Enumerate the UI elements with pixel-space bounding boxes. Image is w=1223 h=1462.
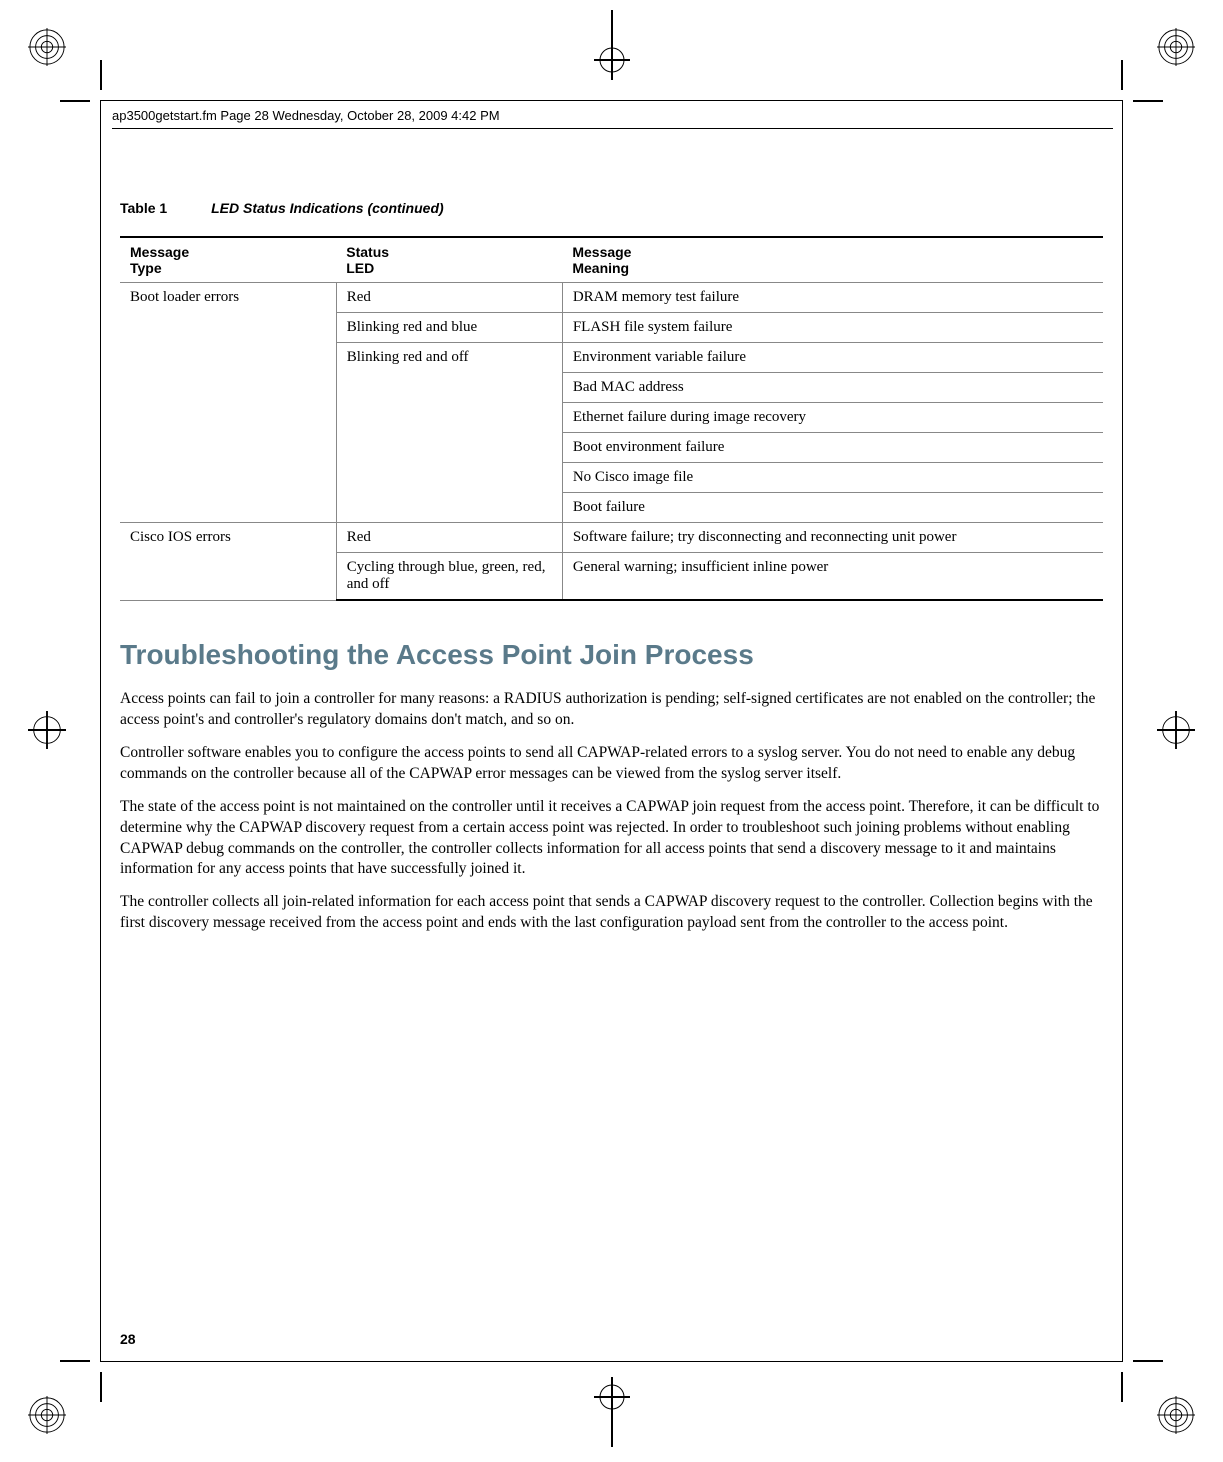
cell: Environment variable failure <box>562 343 1103 373</box>
running-header: ap3500getstart.fm Page 28 Wednesday, Oct… <box>112 108 508 123</box>
reg-mark-br <box>1157 1396 1195 1434</box>
crop-mark <box>100 1372 102 1402</box>
paragraph: Controller software enables you to confi… <box>120 743 1103 785</box>
cell-boot-loader: Boot loader errors <box>120 283 336 523</box>
cell: Ethernet failure during image recovery <box>562 403 1103 433</box>
header-rule <box>112 128 1113 129</box>
crop-mark <box>1133 100 1163 102</box>
cell: FLASH file system failure <box>562 313 1103 343</box>
cell: Blinking red and off <box>336 343 562 523</box>
crop-mark <box>60 100 90 102</box>
col-header-message-type: Message Type <box>120 237 336 283</box>
paragraph: The controller collects all join-related… <box>120 892 1103 934</box>
center-cross-top <box>594 10 630 85</box>
table-number: Table 1 <box>120 200 167 216</box>
cell: No Cisco image file <box>562 463 1103 493</box>
center-cross-bottom <box>594 1377 630 1452</box>
cell: DRAM memory test failure <box>562 283 1103 313</box>
crop-mark <box>1121 60 1123 90</box>
col-header-status-led: Status LED <box>336 237 562 283</box>
cell: Cycling through blue, green, red, and of… <box>336 553 562 601</box>
cell: Red <box>336 523 562 553</box>
reg-mark-tl <box>28 28 66 66</box>
body-text: Access points can fail to join a control… <box>120 689 1103 934</box>
col-header-message-meaning: Message Meaning <box>562 237 1103 283</box>
crop-mark <box>1133 1360 1163 1362</box>
reg-mark-mr <box>1157 711 1195 749</box>
cell-cisco-ios: Cisco IOS errors <box>120 523 336 601</box>
cell: Boot environment failure <box>562 433 1103 463</box>
table-caption: Table 1 LED Status Indications (continue… <box>120 200 1103 216</box>
crop-mark <box>1121 1372 1123 1402</box>
reg-mark-tr <box>1157 28 1195 66</box>
section-title: Troubleshooting the Access Point Join Pr… <box>120 639 1103 671</box>
crop-mark <box>100 60 102 90</box>
led-status-table: Message Type Status LED Message Meaning … <box>120 236 1103 601</box>
page-number: 28 <box>120 1331 136 1347</box>
cell: Bad MAC address <box>562 373 1103 403</box>
cell: Boot failure <box>562 493 1103 523</box>
cell: General warning; insufficient inline pow… <box>562 553 1103 601</box>
cell: Blinking red and blue <box>336 313 562 343</box>
table-row: Boot loader errors Red DRAM memory test … <box>120 283 1103 313</box>
cell: Software failure; try disconnecting and … <box>562 523 1103 553</box>
crop-mark <box>60 1360 90 1362</box>
paragraph: The state of the access point is not mai… <box>120 797 1103 881</box>
cell: Red <box>336 283 562 313</box>
reg-mark-bl <box>28 1396 66 1434</box>
table-title: LED Status Indications (continued) <box>211 200 444 216</box>
table-row: Cisco IOS errors Red Software failure; t… <box>120 523 1103 553</box>
paragraph: Access points can fail to join a control… <box>120 689 1103 731</box>
reg-mark-ml <box>28 711 66 749</box>
